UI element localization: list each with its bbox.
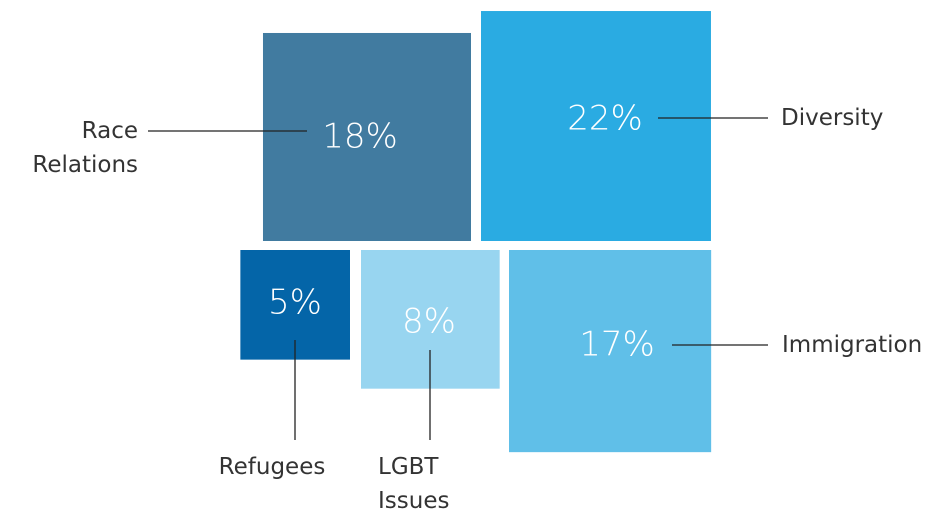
value-label: 18% [322, 117, 398, 157]
category-label: Race Relations [32, 118, 138, 178]
category-label: Refugees [218, 454, 326, 480]
category-label: Diversity [781, 105, 884, 131]
square [262, 32, 471, 242]
square [481, 11, 711, 241]
value-label: 5% [268, 283, 322, 323]
value-label: 8% [402, 302, 456, 342]
value-label: 22% [567, 99, 643, 139]
value-label: 17% [579, 325, 655, 365]
square [509, 250, 712, 453]
category-label: LGBT Issues [378, 454, 450, 514]
category-label: Immigration [782, 332, 923, 358]
